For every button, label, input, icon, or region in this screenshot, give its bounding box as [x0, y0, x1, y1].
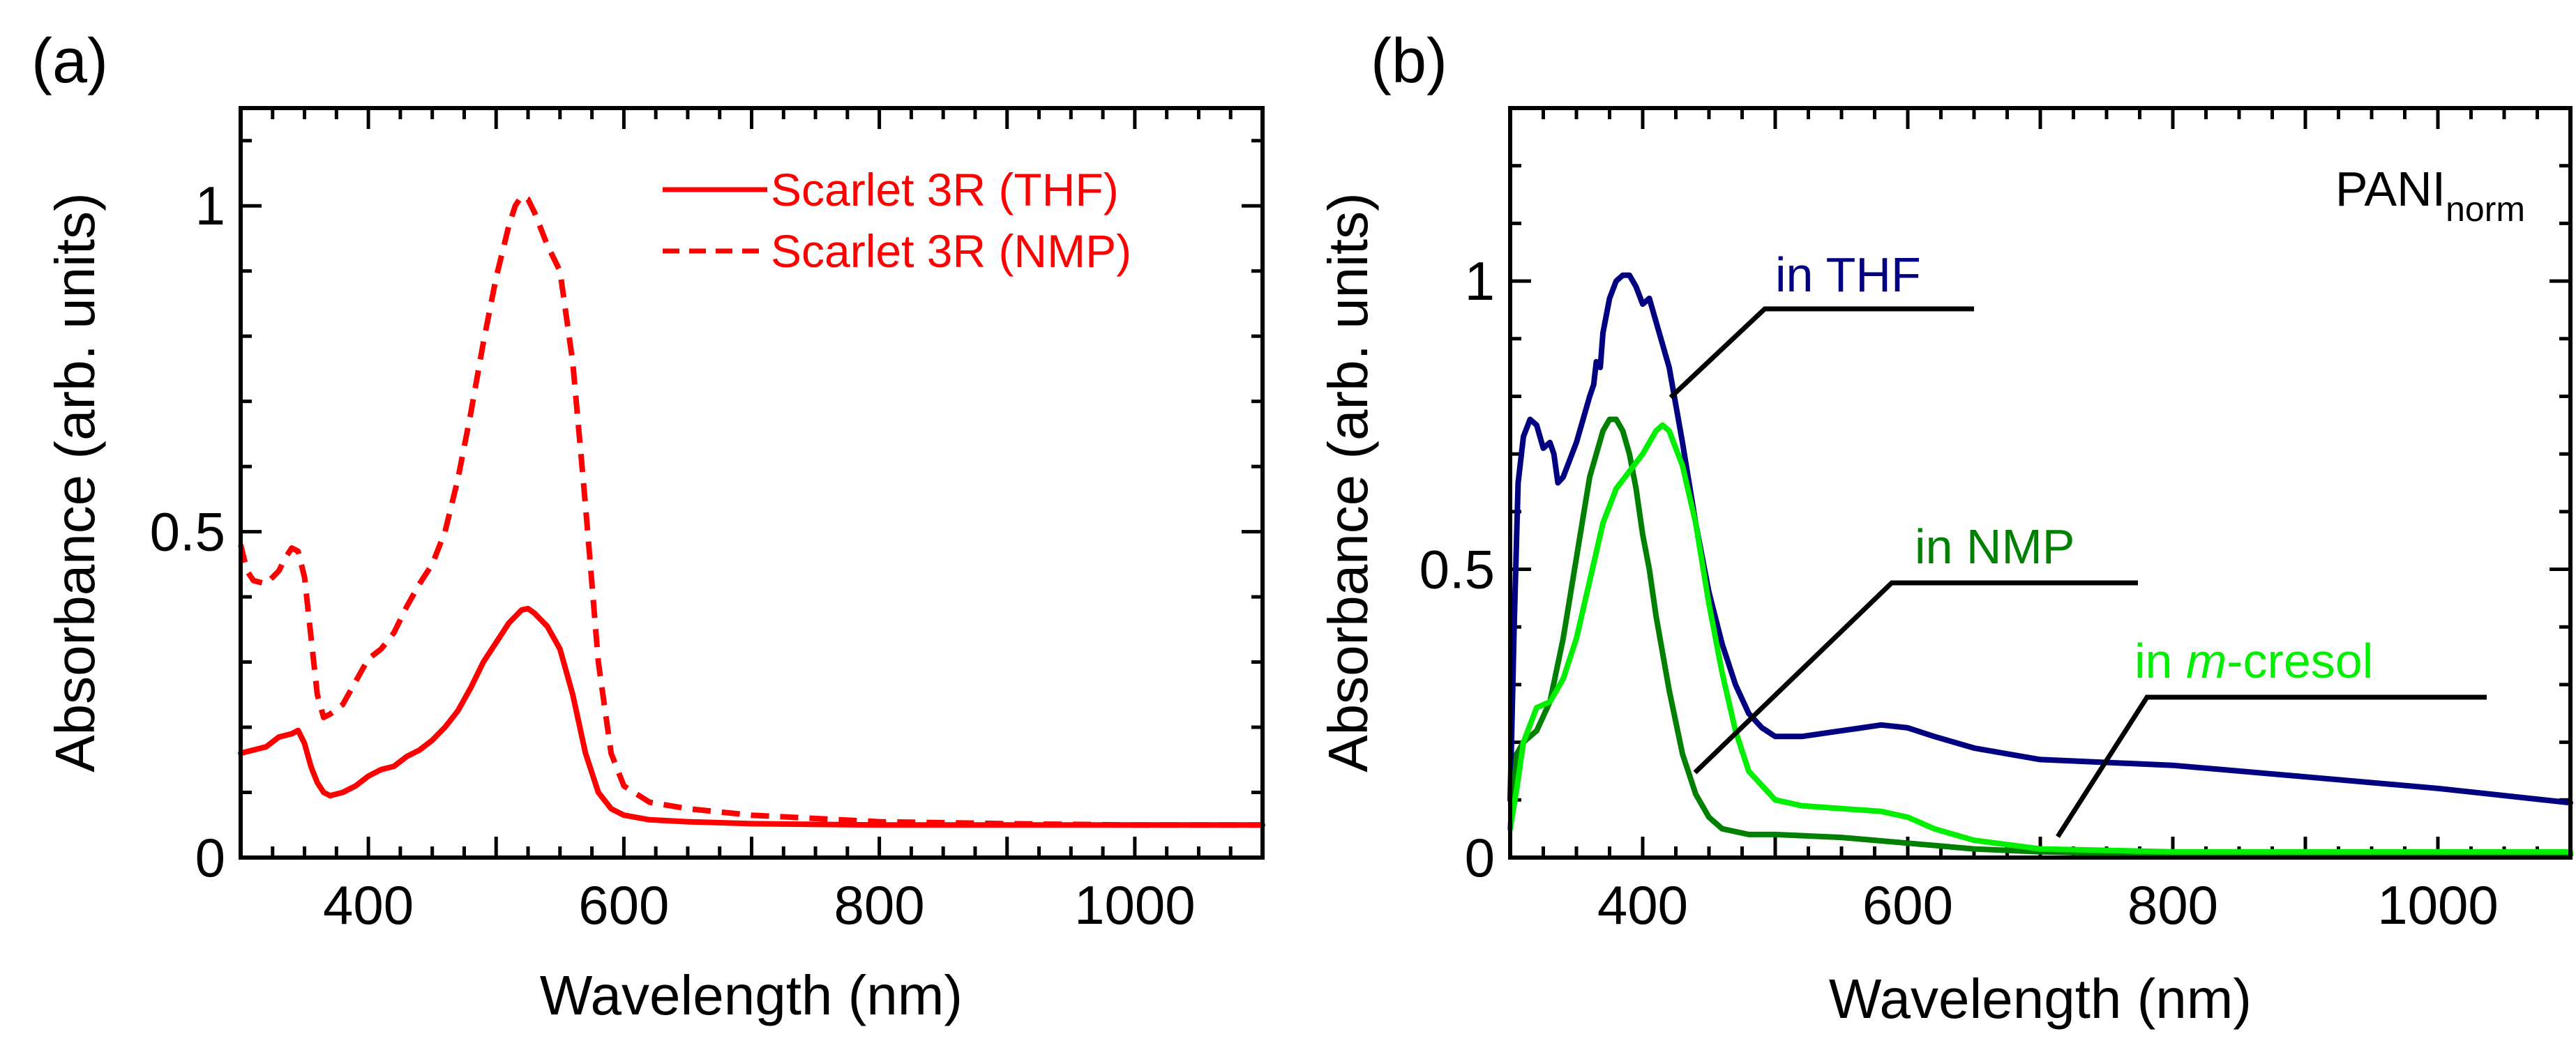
y-tick-label: 1 — [1465, 250, 1495, 312]
x-tick-label: 800 — [2127, 874, 2218, 936]
legend-label-thf: Scarlet 3R (THF) — [771, 164, 1119, 215]
x-tick-label: 800 — [834, 874, 925, 936]
panel-a-label: (a) — [31, 26, 108, 96]
label-mcresol-suffix: -cresol — [2227, 634, 2373, 688]
x-tick-label: 400 — [323, 874, 414, 936]
panel-b-ticks — [1508, 106, 2573, 860]
panel-a-ticks — [239, 108, 1265, 860]
leader-line-thf — [1669, 306, 1974, 400]
panel-b: (b) 400 600 800 1000 0 0.5 1 Wavelength (nm) A… — [1317, 26, 2573, 1030]
label-in-mcresol: in m-cresol — [2134, 634, 2373, 688]
panel-a-legend: Scarlet 3R (THF) Scarlet 3R (NMP) — [663, 164, 1131, 277]
x-tick-label: 400 — [1597, 874, 1688, 936]
leader-nmp: in NMP — [1693, 519, 2138, 775]
leader-thf: in THF — [1669, 248, 1974, 400]
label-in-thf: in THF — [1775, 248, 1921, 302]
y-tick-label: 0.5 — [150, 501, 225, 563]
series-line-b-2 — [1507, 422, 2573, 855]
x-tick-label: 1000 — [1074, 874, 1196, 936]
panel-b-series — [1507, 272, 2573, 858]
series-line-b-0 — [1507, 272, 2573, 806]
panel-a-ylabel: Absorbance (arb. units) — [44, 192, 106, 773]
y-tick-label: 0.5 — [1419, 539, 1495, 600]
panel-a-frame — [239, 106, 1265, 860]
leader-mcresol: in m-cresol — [2056, 634, 2487, 838]
panel-b-ylabel: Absorbance (arb. units) — [1317, 192, 1379, 773]
pani-main: PANI — [2335, 162, 2446, 216]
panel-a-xlabel: Wavelength (nm) — [540, 964, 963, 1026]
series-line-b-1 — [1507, 416, 2573, 858]
y-tick-label: 1 — [195, 175, 225, 236]
x-tick-label: 600 — [1862, 874, 1953, 936]
label-mcresol-prefix: in — [2134, 634, 2186, 688]
panel-a-series — [238, 193, 1265, 828]
series-line-a-0 — [238, 605, 1265, 828]
panel-b-tick-labels: 400 600 800 1000 0 0.5 1 — [1419, 250, 2499, 936]
panel-b-xlabel: Wavelength (nm) — [1829, 968, 2252, 1030]
panel-a: (a) 400 600 800 1000 0 0.5 1 Wavelength (nm) A… — [31, 26, 1265, 1026]
series-line-a-1 — [238, 193, 1263, 828]
pani-sub: norm — [2446, 190, 2525, 229]
panel-b-frame — [1508, 106, 2573, 860]
legend-label-nmp: Scarlet 3R (NMP) — [771, 225, 1131, 277]
x-tick-label: 600 — [578, 874, 669, 936]
label-mcresol-italic: m — [2186, 634, 2227, 688]
panel-a-tick-labels: 400 600 800 1000 0 0.5 1 — [150, 175, 1196, 936]
leader-line-nmp — [1693, 580, 2138, 775]
y-tick-label: 0 — [195, 827, 225, 888]
x-tick-label: 1000 — [2377, 874, 2499, 936]
y-tick-label: 0 — [1465, 827, 1495, 888]
pani-norm-annotation: PANInorm — [2335, 162, 2525, 229]
label-in-nmp: in NMP — [1915, 519, 2074, 574]
panel-b-label: (b) — [1371, 26, 1447, 96]
leader-line-mcresol — [2056, 694, 2487, 838]
